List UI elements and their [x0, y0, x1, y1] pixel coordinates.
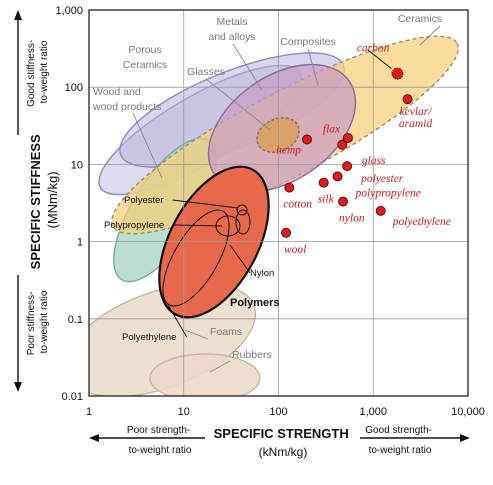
y-note-poor: Poor stiffness- to-weight ratio: [26, 289, 50, 356]
region-label-foams: Foams: [210, 326, 242, 338]
fiber-point-kevlar-aramid: kevlar/aramid: [399, 94, 433, 130]
material-regions: [89, 35, 460, 396]
x-tick-label: 10: [178, 406, 190, 418]
fiber-label: silk: [318, 194, 335, 206]
x-tick-label: 10,000: [451, 406, 485, 418]
fiber-label: glass: [362, 155, 386, 167]
x-note-poor-line1: Poor strength-: [127, 425, 190, 436]
fiber-point-polyethylene: polyethylene: [375, 205, 451, 228]
fiber-label: wool: [284, 244, 306, 256]
region-leader-line: [132, 112, 163, 179]
fiber-label: nylon: [339, 213, 365, 225]
polymer-label-polypropylene: Polypropylene: [104, 220, 164, 231]
y-direction-arrow: [14, 10, 22, 392]
region-label-metals-and-alloys: Metals and alloys: [208, 16, 255, 43]
region-label-rubbers: Rubbers: [232, 349, 272, 361]
x-tick-label: 1,000: [359, 406, 387, 418]
fiber-label: polyethylene: [392, 216, 451, 228]
y-tick-label: 1: [77, 237, 83, 249]
y-axis-title-units: (MNm/kg): [45, 171, 60, 228]
region-label-glasses: Glasses: [187, 66, 225, 78]
fiber-points: carbon kevlar/aramid flax glass hemp polyeste…: [276, 43, 451, 256]
fiber-point-polyester: polyester: [342, 161, 404, 185]
fiber-point-glass: glass: [342, 132, 386, 167]
region-leader-line: [307, 48, 319, 86]
x-note-good: Good strength- to-weight ratio: [365, 425, 435, 456]
polymer-subregion-3: [235, 209, 251, 235]
x-axis-title-main: SPECIFIC STRENGTH: [214, 426, 349, 441]
y-tick-label: 1,000: [55, 5, 83, 17]
x-axis-title: SPECIFIC STRENGTH (kNm/kg): [214, 426, 353, 459]
polymer-leader-line: [229, 244, 251, 274]
fiber-point-cotton: cotton: [283, 182, 312, 211]
y-tick-label: 0.01: [62, 391, 83, 403]
x-tick-label: 1: [86, 406, 92, 418]
y-tick-label: 10: [71, 159, 83, 171]
region-label-composites: Composites: [280, 36, 335, 48]
region-leader-line: [419, 25, 441, 46]
fiber-label: carbon: [357, 43, 390, 55]
y-note-poor-line2: to-weight ratio: [39, 290, 50, 353]
region-label-porous-ceramics: Porous Ceramics: [123, 44, 167, 71]
fiber-point-wool: wool: [281, 227, 306, 256]
fiber-point-nylon: nylon: [338, 196, 365, 225]
fiber-point-carbon: carbon: [357, 43, 404, 80]
region-glasses: [256, 117, 300, 153]
fiber-label: cotton: [283, 199, 312, 211]
polymer-label-polyethylene: Polyethylene: [122, 332, 176, 343]
region-label-wood-and-wood-products: Wood and wood products: [92, 86, 161, 113]
x-note-good-line2: to-weight ratio: [369, 445, 432, 456]
y-note-good: Good stiffness- to-weight ratio: [26, 37, 50, 107]
polymer-leader-line: [172, 199, 239, 209]
y-tick-label: 0.1: [68, 314, 83, 326]
fiber-point-polypropylene: polypropylene: [332, 171, 421, 199]
x-direction-arrow: [89, 434, 470, 442]
x-note-poor: Poor strength- to-weight ratio: [127, 425, 193, 456]
polymer-label-polyester: Polyester: [124, 195, 164, 206]
region-label-polymers: Polymers: [230, 297, 280, 309]
x-tick-label: 100: [269, 406, 287, 418]
y-axis-title-main: SPECIFIC STIFFNESS: [28, 134, 43, 269]
x-note-poor-line2: to-weight ratio: [129, 445, 192, 456]
fiber-label: flax: [323, 124, 341, 136]
plot-frame: [88, 9, 469, 397]
y-note-good-line1: Good stiffness-: [26, 40, 37, 107]
polymer-leader-line: [167, 304, 188, 338]
y-note-good-line2: to-weight ratio: [39, 40, 50, 103]
region-leader-line: [205, 78, 271, 131]
region-overlay: Ceramics Metals and alloys Porous Ceramics Gl…: [92, 13, 442, 373]
x-axis-title-units: (kNm/kg): [259, 445, 308, 459]
region-leader-line: [184, 329, 209, 340]
tick-labels: 1 10 100 1,000 10,000 0.01 0.1 1 10 100 1,000: [55, 5, 484, 418]
polymer-subregion-4: [236, 204, 248, 216]
fiber-point-silk: silk: [318, 177, 335, 206]
polymer-label-nylon: Nylon: [250, 268, 274, 279]
polymer-subregion-1: [162, 209, 230, 307]
fiber-label: kevlar/aramid: [399, 106, 433, 130]
x-note-good-line1: Good strength-: [365, 425, 432, 436]
y-note-poor-line1: Poor stiffness-: [26, 292, 37, 356]
y-axis-title: SPECIFIC STIFFNESS (MNm/kg): [28, 131, 60, 270]
fiber-point-flax: flax: [323, 124, 348, 150]
region-leader-line: [209, 360, 231, 373]
region-leader-line: [232, 43, 263, 91]
region-label-ceramics: Ceramics: [398, 13, 442, 25]
fiber-label: polyester: [360, 173, 404, 185]
y-tick-label: 100: [65, 82, 83, 94]
fiber-label: hemp: [276, 145, 301, 157]
polymer-leader-line: [174, 224, 223, 227]
fiber-point-hemp: hemp: [276, 134, 313, 157]
fiber-label: polypropylene: [355, 187, 421, 199]
region-rubbers: [149, 353, 261, 396]
